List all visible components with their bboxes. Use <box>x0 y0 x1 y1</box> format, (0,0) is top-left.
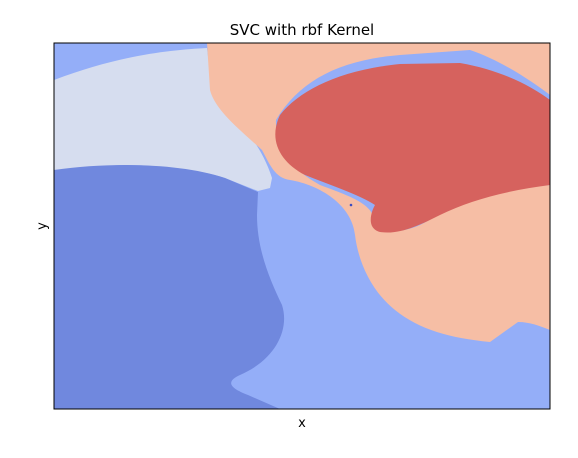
class-0-region <box>54 165 285 409</box>
class-4-region <box>275 63 550 233</box>
chart-title: SVC with rbf Kernel <box>230 21 374 39</box>
plot-area <box>54 43 550 409</box>
class-3-region <box>207 43 550 342</box>
class-2-region <box>54 48 272 191</box>
plot-frame <box>53 42 551 410</box>
class-0-region-lower <box>54 380 280 409</box>
y-axis-label: y <box>35 222 50 230</box>
x-axis-label: x <box>298 416 306 431</box>
support-point <box>349 203 353 207</box>
